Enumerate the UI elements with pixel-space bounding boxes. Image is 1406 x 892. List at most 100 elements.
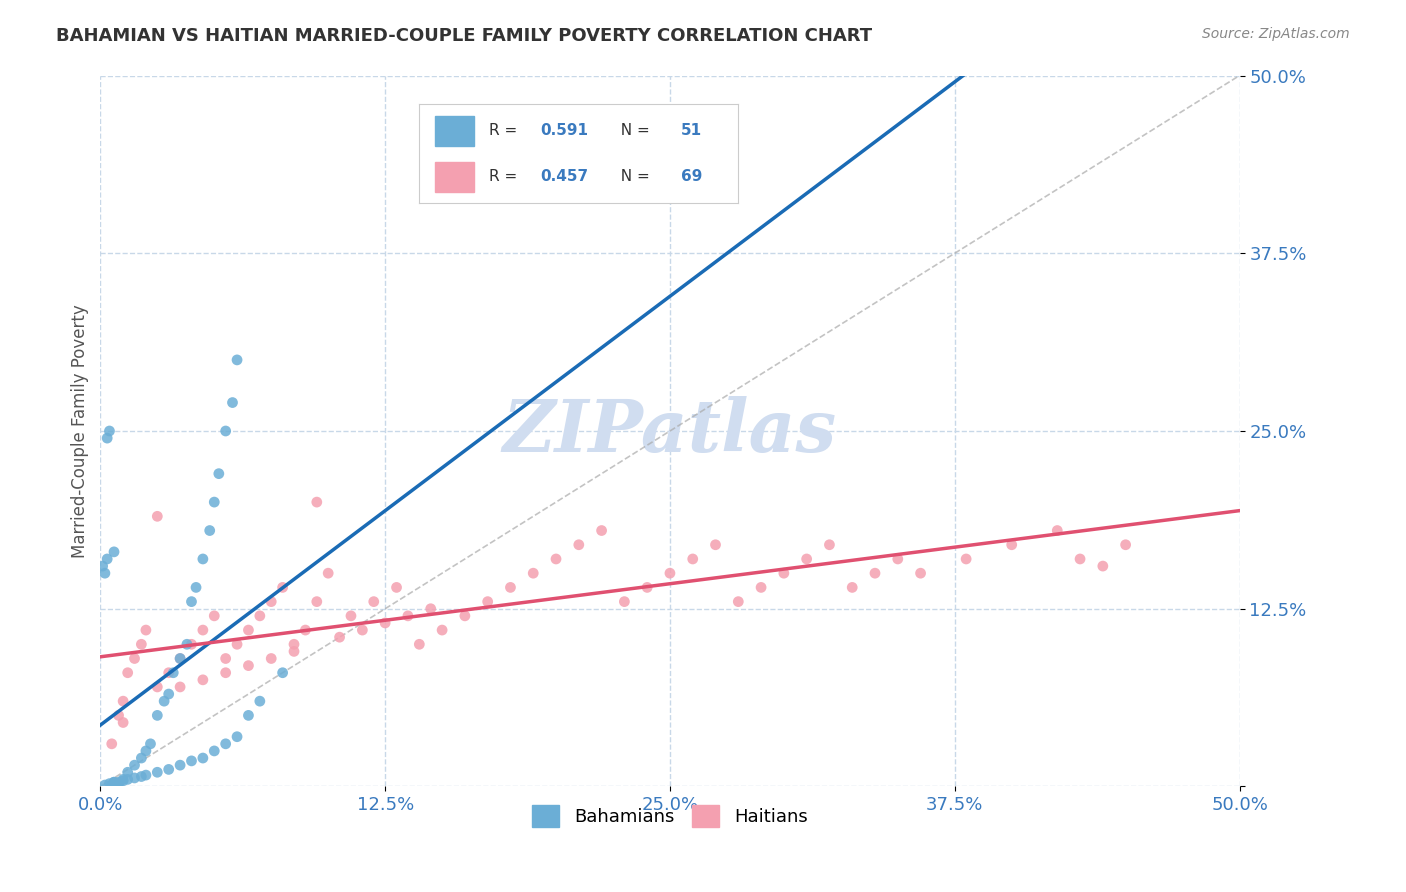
- Point: [94, 778, 117, 792]
- Point: [180, 594, 202, 608]
- Point: [117, 665, 139, 680]
- Point: [249, 694, 271, 708]
- Point: [169, 758, 191, 772]
- Point: [202, 744, 225, 758]
- Point: [98, 777, 121, 791]
- Point: [191, 552, 214, 566]
- Point: [94, 566, 117, 581]
- Point: [363, 594, 385, 608]
- Point: [271, 665, 294, 680]
- Point: [107, 708, 129, 723]
- Point: [408, 637, 430, 651]
- Point: [352, 623, 374, 637]
- Point: [773, 566, 796, 581]
- Point: [283, 637, 305, 651]
- Point: [157, 665, 180, 680]
- Point: [749, 581, 772, 595]
- Point: [202, 608, 225, 623]
- Legend: Bahamians, Haitians: Bahamians, Haitians: [524, 797, 815, 834]
- Point: [340, 608, 363, 623]
- Point: [385, 581, 408, 595]
- Point: [1115, 538, 1137, 552]
- Point: [226, 730, 249, 744]
- Point: [169, 680, 191, 694]
- Point: [169, 651, 191, 665]
- Point: [863, 566, 886, 581]
- Point: [117, 765, 139, 780]
- Point: [131, 751, 153, 765]
- Point: [180, 637, 202, 651]
- Point: [658, 566, 681, 581]
- Point: [283, 644, 305, 658]
- Point: [329, 630, 352, 644]
- Text: ZIPatlas: ZIPatlas: [503, 395, 837, 467]
- Point: [214, 737, 236, 751]
- Point: [191, 623, 214, 637]
- Point: [176, 637, 198, 651]
- Point: [1091, 559, 1114, 574]
- Point: [96, 552, 118, 566]
- Point: [477, 594, 499, 608]
- Point: [499, 581, 522, 595]
- Point: [146, 708, 169, 723]
- Point: [1069, 552, 1091, 566]
- Point: [294, 623, 316, 637]
- Point: [636, 581, 658, 595]
- Point: [146, 765, 169, 780]
- Point: [135, 768, 157, 782]
- Point: [103, 775, 125, 789]
- Point: [704, 538, 727, 552]
- Point: [591, 524, 613, 538]
- Point: [430, 623, 453, 637]
- Point: [544, 552, 567, 566]
- Point: [727, 594, 749, 608]
- Point: [841, 581, 863, 595]
- Point: [249, 608, 271, 623]
- Point: [103, 545, 125, 559]
- Point: [260, 594, 283, 608]
- Point: [124, 651, 146, 665]
- Point: [157, 763, 180, 777]
- Point: [153, 694, 176, 708]
- Point: [107, 777, 129, 791]
- Point: [396, 608, 419, 623]
- Point: [162, 665, 184, 680]
- Point: [419, 601, 441, 615]
- Point: [454, 608, 477, 623]
- Point: [112, 694, 135, 708]
- Point: [214, 665, 236, 680]
- Point: [91, 559, 114, 574]
- Point: [910, 566, 932, 581]
- Point: [305, 594, 328, 608]
- Point: [198, 524, 221, 538]
- Point: [214, 424, 236, 438]
- Point: [112, 773, 135, 788]
- Point: [208, 467, 231, 481]
- Point: [96, 431, 118, 445]
- Point: [955, 552, 977, 566]
- Point: [131, 637, 153, 651]
- Point: [135, 744, 157, 758]
- Point: [146, 680, 169, 694]
- Text: Source: ZipAtlas.com: Source: ZipAtlas.com: [1202, 27, 1350, 41]
- Point: [146, 509, 169, 524]
- Point: [374, 615, 396, 630]
- Point: [100, 737, 122, 751]
- Point: [100, 778, 122, 792]
- Point: [131, 770, 153, 784]
- Point: [202, 495, 225, 509]
- Point: [305, 495, 328, 509]
- Point: [260, 651, 283, 665]
- Point: [613, 594, 636, 608]
- Point: [180, 754, 202, 768]
- Point: [169, 651, 191, 665]
- Point: [1046, 524, 1069, 538]
- Point: [191, 751, 214, 765]
- Y-axis label: Married-Couple Family Poverty: Married-Couple Family Poverty: [72, 304, 89, 558]
- Point: [238, 623, 260, 637]
- Point: [112, 715, 135, 730]
- Point: [796, 552, 818, 566]
- Point: [124, 771, 146, 785]
- Point: [221, 395, 243, 409]
- Point: [124, 758, 146, 772]
